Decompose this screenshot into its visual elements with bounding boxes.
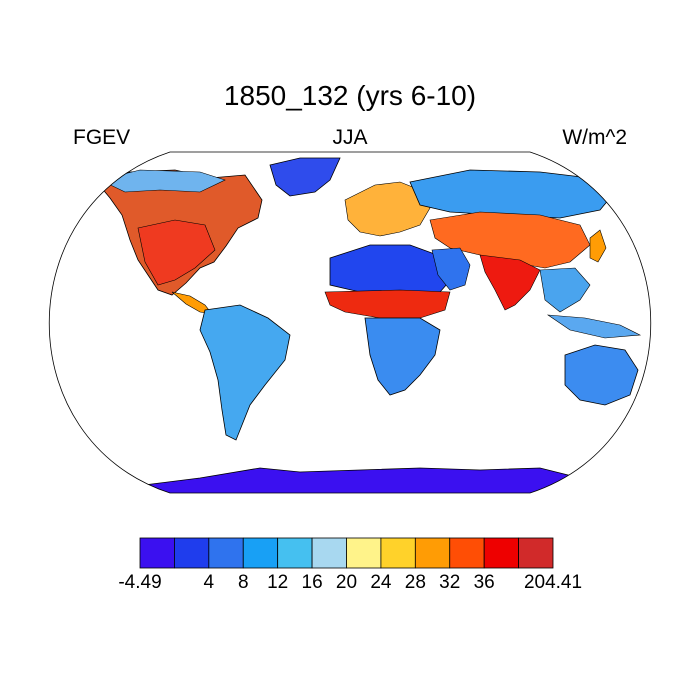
map-boundary — [48, 151, 652, 494]
colorbar-swatch — [449, 537, 485, 569]
middle-east — [431, 247, 471, 291]
season-label: JJA — [332, 126, 368, 149]
canada-north — [99, 169, 226, 193]
variable-name: FGEV — [73, 126, 131, 149]
colorbar-swatch — [311, 537, 347, 569]
colorbar-tick-label: 4 — [203, 572, 215, 593]
south-america — [199, 304, 291, 441]
colorbar-swatch — [483, 537, 519, 569]
europe — [344, 181, 431, 237]
africa-south — [364, 317, 441, 396]
colorbar-swatch — [380, 537, 416, 569]
greenland — [269, 157, 341, 197]
south-asia — [479, 254, 541, 311]
southeast-asia — [539, 267, 591, 313]
north-america-south — [137, 219, 216, 286]
colorbar-swatch — [139, 537, 175, 569]
land-fields — [94, 157, 642, 493]
colorbar-swatch — [174, 537, 210, 569]
colorbar-tick-label: 204.41 — [523, 572, 583, 593]
colorbar-swatch — [414, 537, 451, 569]
colorbar-swatch — [277, 537, 313, 569]
colorbar-swatch — [346, 537, 382, 569]
colorbar-tick-label: 20 — [335, 572, 358, 593]
colorbar-tick-label: 32 — [439, 572, 461, 593]
colorbar-tick-label: 24 — [370, 572, 392, 593]
asia-central — [429, 211, 591, 269]
colorbar-swatch — [518, 537, 554, 569]
colorbar-swatch — [208, 537, 244, 569]
antarctica — [108, 467, 602, 493]
japan — [589, 229, 607, 263]
colorbar-tick-label: 8 — [237, 572, 249, 593]
colorbar-swatch — [242, 537, 279, 569]
colorbar-tick-label: 16 — [301, 572, 323, 593]
colorbar-tick-label: -4.49 — [118, 572, 162, 593]
colorbar-tick-label: 36 — [473, 572, 495, 593]
colorbar-tick-label: 12 — [267, 572, 289, 593]
units-label: W/m^2 — [562, 126, 627, 149]
map-title: 1850_132 (yrs 6-10) — [223, 80, 477, 111]
maritime-continent — [546, 314, 642, 339]
colorbar-tick-label: 28 — [404, 572, 426, 593]
asia-north — [409, 169, 616, 219]
australia — [564, 344, 639, 406]
